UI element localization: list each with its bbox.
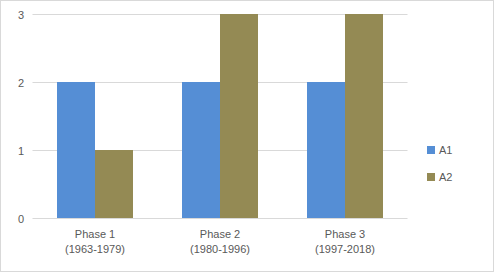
- y-tick-label: 1: [18, 145, 24, 157]
- bars: [57, 14, 383, 218]
- chart: 0 1 2 3 Phase 1(1963-1979) Phase 2(1980-1996)…: [0, 0, 494, 272]
- y-tick-label: 3: [18, 9, 24, 21]
- bar: [57, 82, 95, 218]
- legend-swatch: [427, 173, 435, 181]
- x-tick-label: Phase 1(1963-1979): [65, 228, 125, 255]
- bar: [307, 82, 345, 218]
- bar: [220, 14, 258, 218]
- bar: [182, 82, 220, 218]
- bar: [345, 14, 383, 218]
- chart-frame: [1, 1, 494, 272]
- x-tick-label: Phase 3(1997-2018): [315, 228, 375, 255]
- legend-label: A2: [439, 171, 452, 183]
- legend-swatch: [427, 146, 435, 154]
- y-tick-label: 0: [18, 213, 24, 225]
- y-tick-label: 2: [18, 77, 24, 89]
- legend-label: A1: [439, 144, 452, 156]
- bar: [95, 150, 133, 218]
- x-tick-label: Phase 2(1980-1996): [190, 228, 250, 255]
- grid-line: [33, 218, 408, 219]
